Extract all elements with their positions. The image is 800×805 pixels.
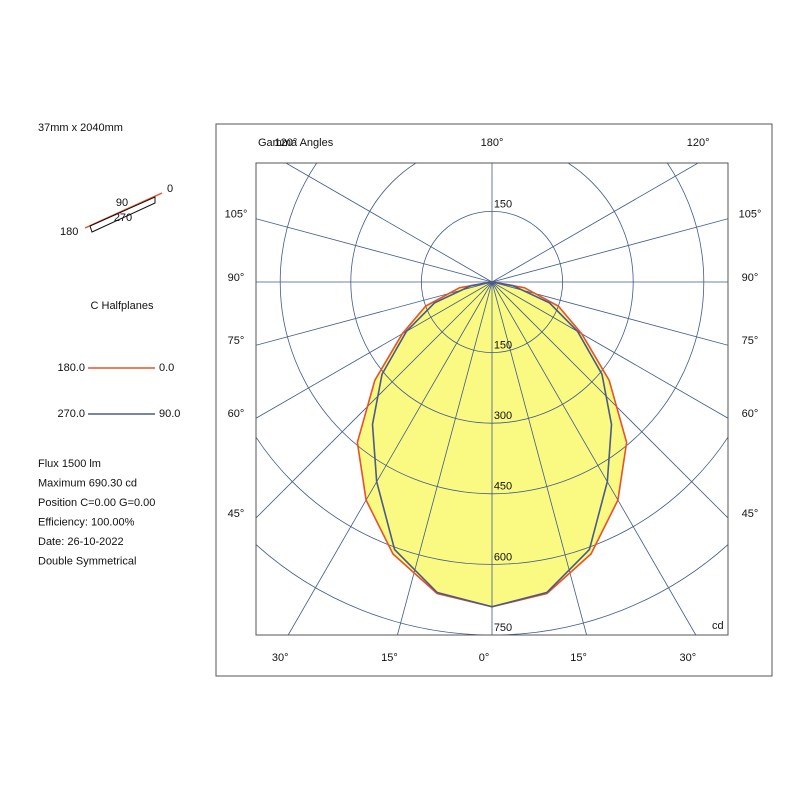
grid-spoke: [285, 163, 493, 283]
angle-tick-label: 30°: [272, 652, 289, 664]
dimensions: 37mm x 2040mm: [38, 122, 123, 134]
r-tick-label: 450: [494, 481, 512, 493]
grid-spoke: [287, 281, 493, 635]
angle-tick-label: 0°: [479, 652, 490, 664]
angle-tick-label: 15°: [381, 652, 398, 664]
info-line: Efficiency: 100.00%: [38, 516, 135, 528]
legend-label: 0.0: [159, 362, 174, 374]
angle-tick-label: 45°: [742, 508, 759, 520]
angle-tick-label: 15°: [570, 652, 587, 664]
angle-tick-label: 30°: [679, 652, 696, 664]
info-line: Maximum 690.30 cd: [38, 477, 137, 489]
r-tick-label: 150: [494, 340, 512, 352]
orientation-label: 90: [116, 197, 128, 209]
info-line: Date: 26-10-2022: [38, 536, 124, 548]
intensity-curve: [356, 281, 493, 608]
angle-tick-label: 45°: [228, 508, 245, 520]
grid-spoke: [491, 281, 728, 346]
angle-tick-label: 75°: [742, 335, 759, 347]
grid-spoke: [491, 163, 699, 283]
info-line: Flux 1500 lm: [38, 458, 101, 470]
grid-spoke: [491, 218, 728, 283]
angle-tick-label: 120°: [687, 137, 710, 149]
orientation-label: 270: [114, 212, 132, 224]
angle-tick-label: 120°: [275, 137, 298, 149]
grid-spoke: [397, 281, 493, 635]
grid-spoke: [256, 281, 493, 519]
r-tick-label: 150: [494, 198, 512, 210]
r-tick-label: 600: [494, 551, 512, 563]
legend-label: 180.0: [57, 362, 85, 374]
angle-tick-label: 180°: [481, 137, 504, 149]
intensity-curve: [491, 281, 613, 608]
info-line: Double Symmetrical: [38, 555, 136, 567]
angle-tick-label: 90°: [228, 272, 245, 284]
r-tick-label: 300: [494, 410, 512, 422]
legend-label: 90.0: [159, 408, 180, 420]
r-tick-label: 750: [494, 622, 512, 634]
grid-spoke: [256, 218, 493, 283]
plot-frame: [255, 162, 729, 636]
grid-spoke: [491, 281, 587, 635]
orientation-label: 180: [60, 226, 78, 238]
angle-tick-label: 90°: [742, 272, 759, 284]
angle-title: Gamma Angles: [258, 137, 334, 149]
angle-tick-label: 105°: [225, 209, 248, 221]
plot-area: [256, 163, 728, 635]
unit-label: cd: [712, 620, 724, 632]
info-line: Position C=0.00 G=0.00: [38, 497, 155, 509]
intensity-curve: [491, 281, 628, 608]
grid-spoke: [256, 281, 493, 419]
grid-spoke: [491, 281, 697, 635]
intensity-curve: [371, 281, 493, 608]
grid-spoke: [491, 281, 728, 519]
grid-spoke: [256, 281, 493, 346]
angle-tick-label: 75°: [228, 335, 245, 347]
legend-label: 270.0: [57, 408, 85, 420]
legend-title: C Halfplanes: [91, 300, 154, 312]
orientation-label: 0: [167, 183, 173, 195]
angle-tick-label: 60°: [742, 408, 759, 420]
grid-spoke: [491, 281, 728, 419]
angle-tick-label: 105°: [739, 209, 762, 221]
luminaire-icon: [89, 196, 156, 233]
outer-frame: [215, 123, 773, 677]
angle-tick-label: 60°: [228, 408, 245, 420]
